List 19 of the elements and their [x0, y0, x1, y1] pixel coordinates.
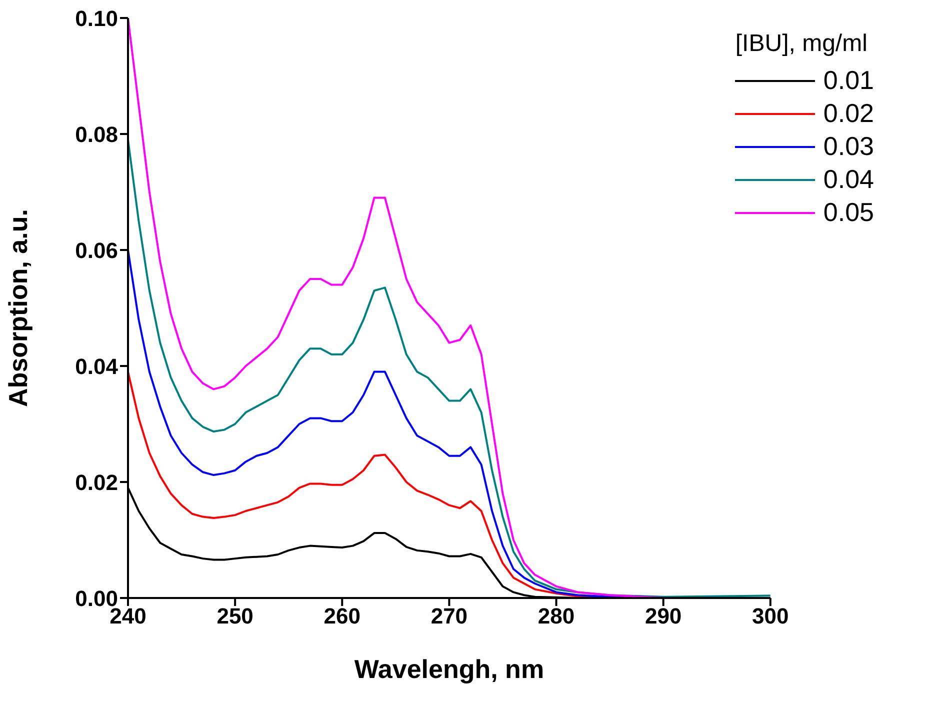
x-tick-label: 250 — [216, 604, 254, 629]
legend-label: 0.02 — [823, 98, 874, 129]
legend-label: 0.03 — [823, 131, 874, 162]
y-tick-label: 0.10 — [75, 6, 118, 31]
x-axis-title: Wavelengh, nm — [354, 654, 544, 684]
x-tick-label: 280 — [538, 604, 575, 629]
x-tick-label: 300 — [752, 604, 789, 629]
y-tick-label: 0.02 — [75, 470, 118, 495]
y-tick-label: 0.04 — [75, 354, 119, 379]
legend-label: 0.01 — [823, 65, 874, 96]
y-tick-label: 0.08 — [75, 122, 118, 147]
x-tick-label: 260 — [324, 604, 360, 629]
legend-title: [IBU], mg/ml — [735, 30, 868, 58]
y-tick-label: 0.06 — [75, 238, 118, 263]
legend-label: 0.04 — [823, 164, 874, 195]
y-axis-title: Absorption, a.u. — [3, 209, 34, 407]
x-tick-label: 290 — [644, 604, 682, 629]
legend-label: 0.05 — [823, 197, 874, 228]
x-tick-label: 270 — [430, 604, 468, 629]
